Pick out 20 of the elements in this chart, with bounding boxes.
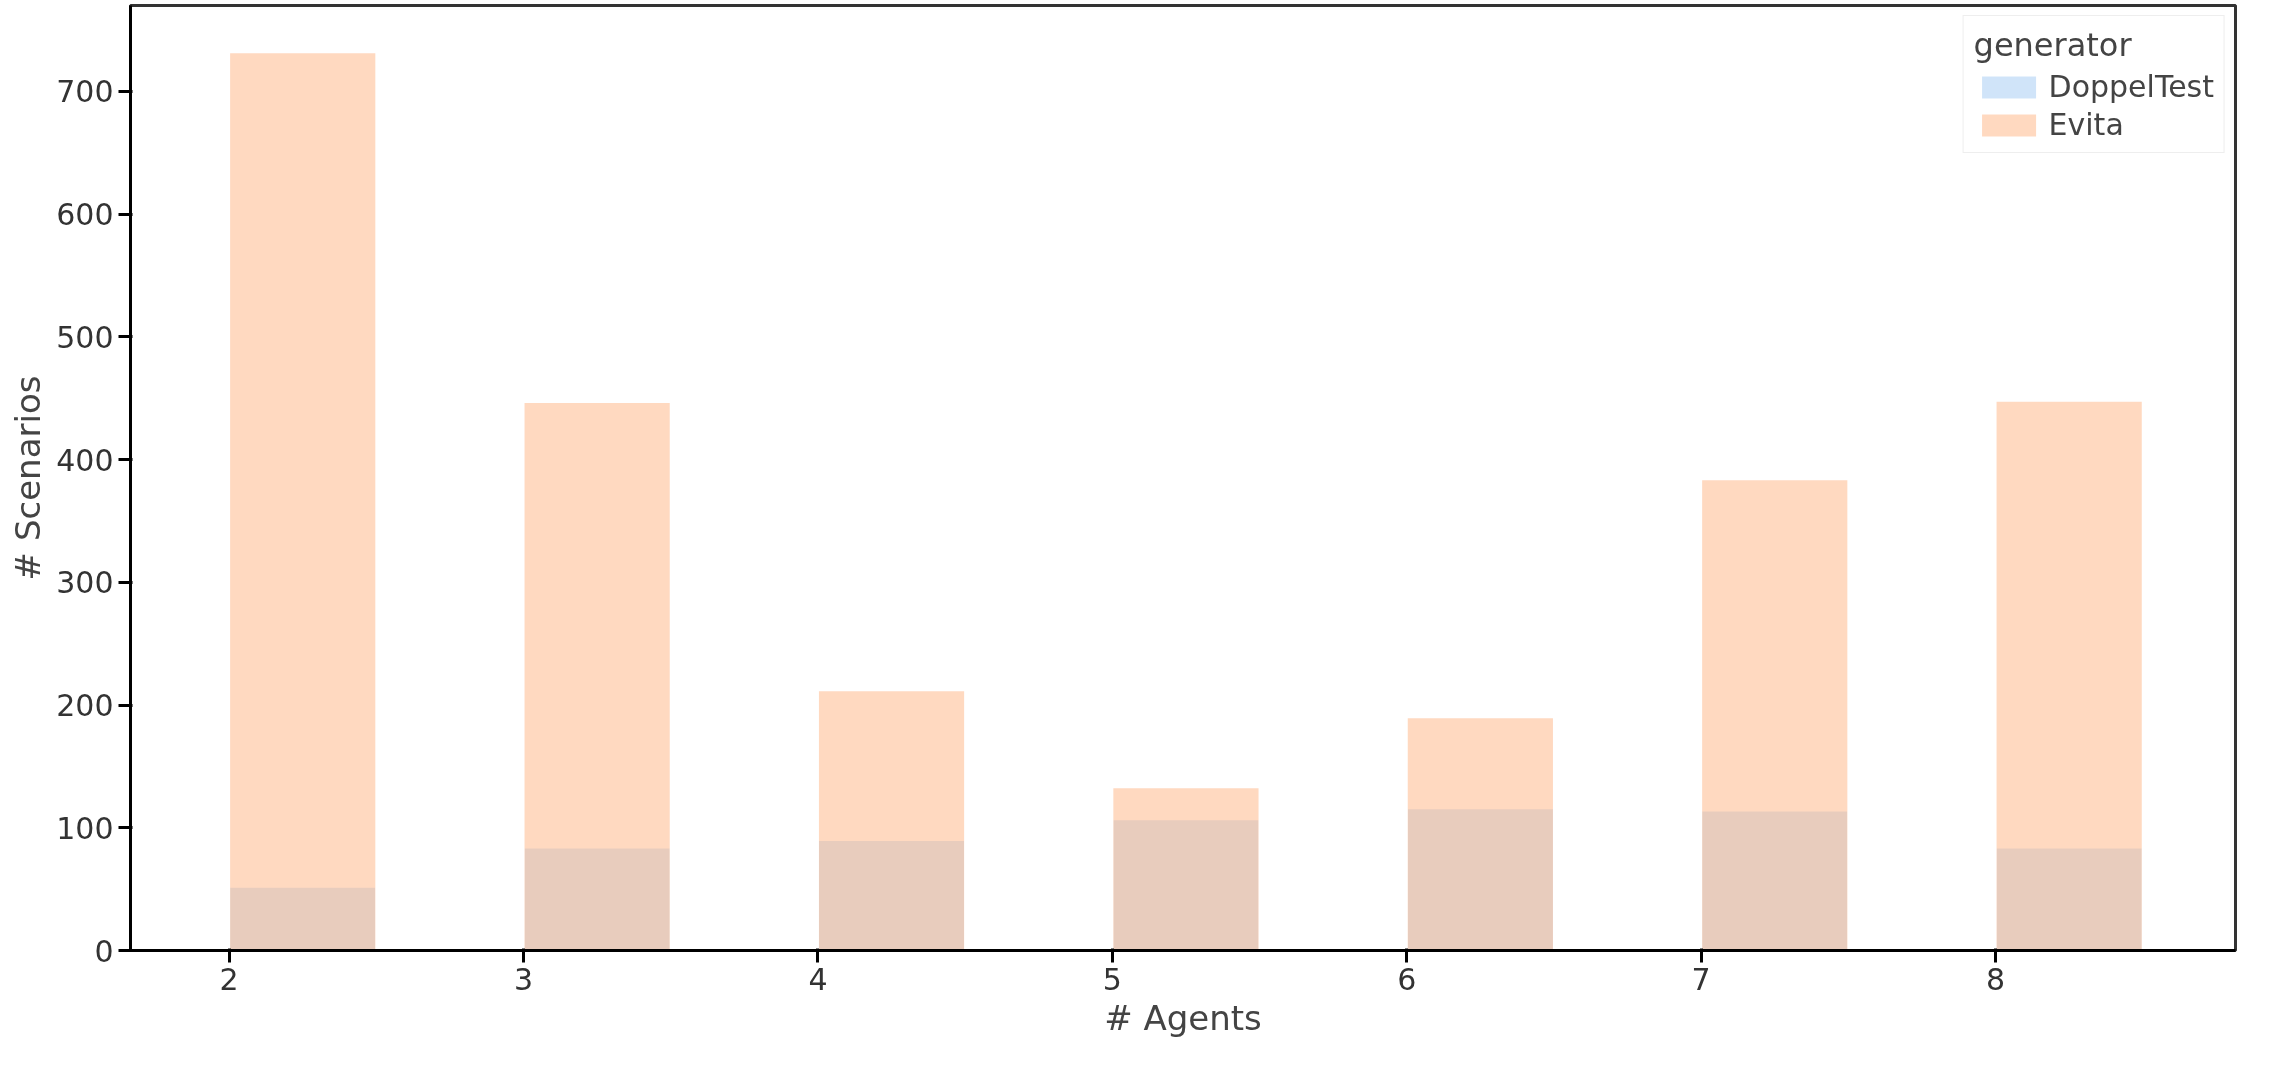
y-axis-title: # Scenarios <box>8 375 49 581</box>
y-tick-label: 600 <box>56 197 114 233</box>
y-tick-label: 500 <box>56 319 114 355</box>
legend-title: generator <box>1973 26 2133 64</box>
x-axis-title: # Agents <box>1104 997 1262 1038</box>
x-tick-label: 2 <box>219 961 239 997</box>
y-tick-label: 300 <box>56 565 114 601</box>
x-tick-label: 8 <box>1986 961 2006 997</box>
x-tick-label: 4 <box>808 961 828 997</box>
y-tick-label: 200 <box>56 688 114 724</box>
legend-label: DoppelTest <box>2048 69 2214 104</box>
y-tick-label: 700 <box>56 74 114 110</box>
x-tick-label: 6 <box>1397 961 1417 997</box>
x-tick-label: 3 <box>513 961 534 997</box>
x-tick-label: 7 <box>1691 961 1711 997</box>
x-tick-label: 5 <box>1102 961 1122 997</box>
y-tick-label: 0 <box>94 933 114 969</box>
legend-label: Evita <box>2048 107 2124 142</box>
y-tick-label: 400 <box>56 442 114 478</box>
y-tick-label: 100 <box>56 810 114 846</box>
